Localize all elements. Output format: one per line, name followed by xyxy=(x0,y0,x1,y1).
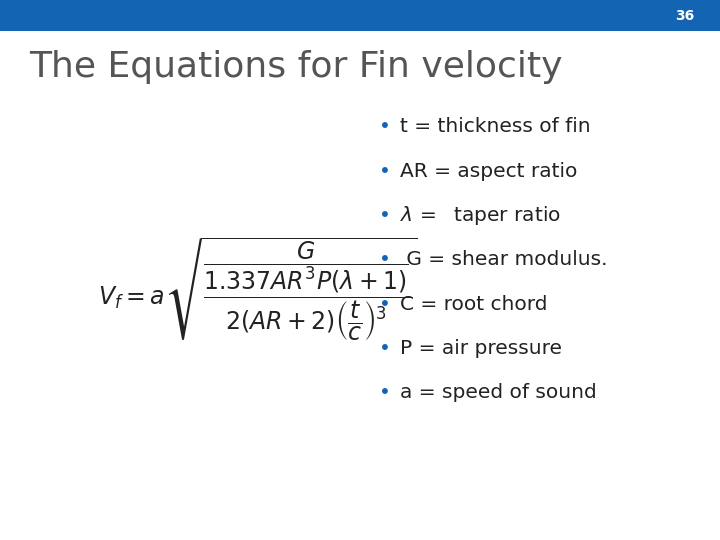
Text: •: • xyxy=(379,161,391,181)
Text: •: • xyxy=(379,206,391,225)
Text: $\lambda\,=$  taper ratio: $\lambda\,=$ taper ratio xyxy=(400,204,561,227)
Text: t = thickness of fin: t = thickness of fin xyxy=(400,117,590,137)
Text: 36: 36 xyxy=(675,9,695,23)
Text: •: • xyxy=(379,117,391,137)
Text: •: • xyxy=(379,383,391,402)
Text: AR = aspect ratio: AR = aspect ratio xyxy=(400,161,577,181)
Text: a = speed of sound: a = speed of sound xyxy=(400,383,596,402)
Text: C = root chord: C = root chord xyxy=(400,294,547,314)
Text: •: • xyxy=(379,250,391,269)
Text: •: • xyxy=(379,294,391,314)
Text: The Equations for Fin velocity: The Equations for Fin velocity xyxy=(29,51,562,84)
Text: G = shear modulus.: G = shear modulus. xyxy=(400,250,607,269)
Text: •: • xyxy=(379,339,391,358)
Text: $V_{f} = a\sqrt{\dfrac{\dfrac{G}{1.337AR^{3}P\left(\lambda+1\right)}}{2\left(AR+: $V_{f} = a\sqrt{\dfrac{\dfrac{G}{1.337AR… xyxy=(97,236,418,343)
Text: P = air pressure: P = air pressure xyxy=(400,339,562,358)
